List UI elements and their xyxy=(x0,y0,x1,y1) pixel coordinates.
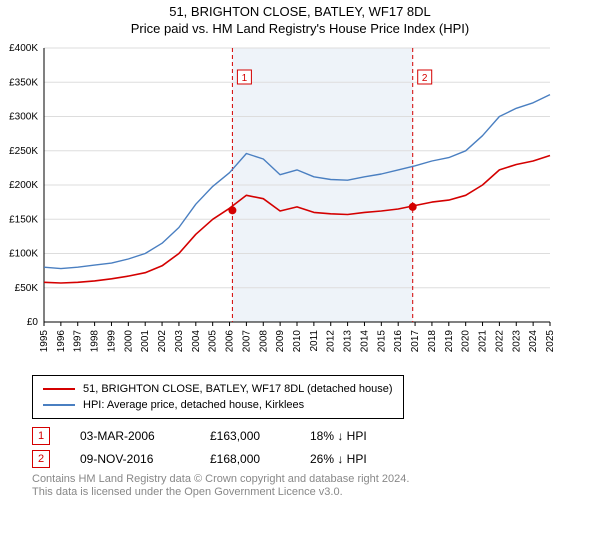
y-tick-label: £150K xyxy=(9,214,38,225)
x-tick-label: 2022 xyxy=(494,330,505,353)
x-tick-label: 2018 xyxy=(427,330,438,353)
title-sub: Price paid vs. HM Land Registry's House … xyxy=(0,21,600,36)
sale-label-num: 2 xyxy=(422,73,428,84)
x-tick-label: 1997 xyxy=(73,330,84,353)
x-tick-label: 2019 xyxy=(444,330,455,353)
sale-dot xyxy=(228,206,236,214)
sale-marker-row: 2 09-NOV-2016 £168,000 26% ↓ HPI xyxy=(32,450,600,468)
sale-marker-diff: 26% ↓ HPI xyxy=(310,452,400,466)
y-tick-label: £250K xyxy=(9,146,38,157)
x-tick-label: 2024 xyxy=(528,330,539,353)
x-tick-label: 2020 xyxy=(461,330,472,353)
footer-line2: This data is licensed under the Open Gov… xyxy=(32,486,600,499)
x-tick-label: 1996 xyxy=(56,330,67,353)
y-tick-label: £0 xyxy=(27,317,39,328)
y-tick-label: £300K xyxy=(9,112,38,123)
sale-marker-num: 2 xyxy=(32,450,50,468)
x-tick-label: 1998 xyxy=(90,330,101,353)
legend-row: HPI: Average price, detached house, Kirk… xyxy=(43,397,393,413)
x-tick-label: 2017 xyxy=(410,330,421,353)
sale-marker-date: 09-NOV-2016 xyxy=(80,452,180,466)
y-tick-label: £400K xyxy=(9,43,38,54)
chart-area: £0 £50K £100K £150K £200K £250K £300K £350K £400… xyxy=(0,42,600,367)
x-tick-label: 2008 xyxy=(258,330,269,353)
sale-marker-num: 1 xyxy=(32,427,50,445)
sale-dot xyxy=(409,203,417,211)
title-main: 51, BRIGHTON CLOSE, BATLEY, WF17 8DL xyxy=(0,4,600,19)
x-tick-label: 2011 xyxy=(309,330,320,352)
chart-titles: 51, BRIGHTON CLOSE, BATLEY, WF17 8DL Pri… xyxy=(0,0,600,36)
sale-marker-date: 03-MAR-2006 xyxy=(80,429,180,443)
x-tick-label: 2005 xyxy=(208,330,219,353)
x-tick-label: 2007 xyxy=(241,330,252,353)
x-tick-label: 2021 xyxy=(478,330,489,353)
x-tick-label: 2023 xyxy=(511,330,522,353)
sale-marker-price: £168,000 xyxy=(210,452,280,466)
x-tick-label: 2012 xyxy=(326,330,337,353)
sale-marker-price: £163,000 xyxy=(210,429,280,443)
y-tick-label: £100K xyxy=(9,249,38,260)
x-tick-label: 2004 xyxy=(191,330,202,353)
y-tick-label: £200K xyxy=(9,180,38,191)
x-tick-label: 2001 xyxy=(140,330,151,353)
footer-line1: Contains HM Land Registry data © Crown c… xyxy=(32,473,600,486)
x-tick-label: 2002 xyxy=(157,330,168,353)
x-tick-label: 2009 xyxy=(275,330,286,353)
footer-attribution: Contains HM Land Registry data © Crown c… xyxy=(32,473,600,499)
x-tick-label: 2013 xyxy=(343,330,354,353)
x-tick-label: 2025 xyxy=(545,330,556,353)
x-tick-label: 1999 xyxy=(106,330,117,353)
x-tick-label: 2000 xyxy=(123,330,134,353)
x-tick-label: 2006 xyxy=(225,330,236,353)
sale-label-num: 1 xyxy=(242,73,248,84)
legend-row: 51, BRIGHTON CLOSE, BATLEY, WF17 8DL (de… xyxy=(43,381,393,397)
legend-label: 51, BRIGHTON CLOSE, BATLEY, WF17 8DL (de… xyxy=(83,381,393,397)
legend-swatch xyxy=(43,388,75,390)
x-tick-label: 2014 xyxy=(359,330,370,353)
x-tick-label: 2016 xyxy=(393,330,404,353)
y-tick-label: £350K xyxy=(9,77,38,88)
y-tick-label: £50K xyxy=(15,283,39,294)
sale-markers-table: 1 03-MAR-2006 £163,000 18% ↓ HPI 2 09-NOV-201… xyxy=(32,427,600,468)
x-tick-label: 1995 xyxy=(39,330,50,353)
chart-svg: £0 £50K £100K £150K £200K £250K £300K £350K £400… xyxy=(0,42,556,362)
x-tick-label: 2010 xyxy=(292,330,303,353)
sale-marker-diff: 18% ↓ HPI xyxy=(310,429,400,443)
x-tick-label: 2003 xyxy=(174,330,185,353)
legend-box: 51, BRIGHTON CLOSE, BATLEY, WF17 8DL (de… xyxy=(32,375,404,419)
x-tick-label: 2015 xyxy=(376,330,387,353)
legend-label: HPI: Average price, detached house, Kirk… xyxy=(83,397,304,413)
sale-marker-row: 1 03-MAR-2006 £163,000 18% ↓ HPI xyxy=(32,427,600,445)
legend-swatch xyxy=(43,404,75,406)
